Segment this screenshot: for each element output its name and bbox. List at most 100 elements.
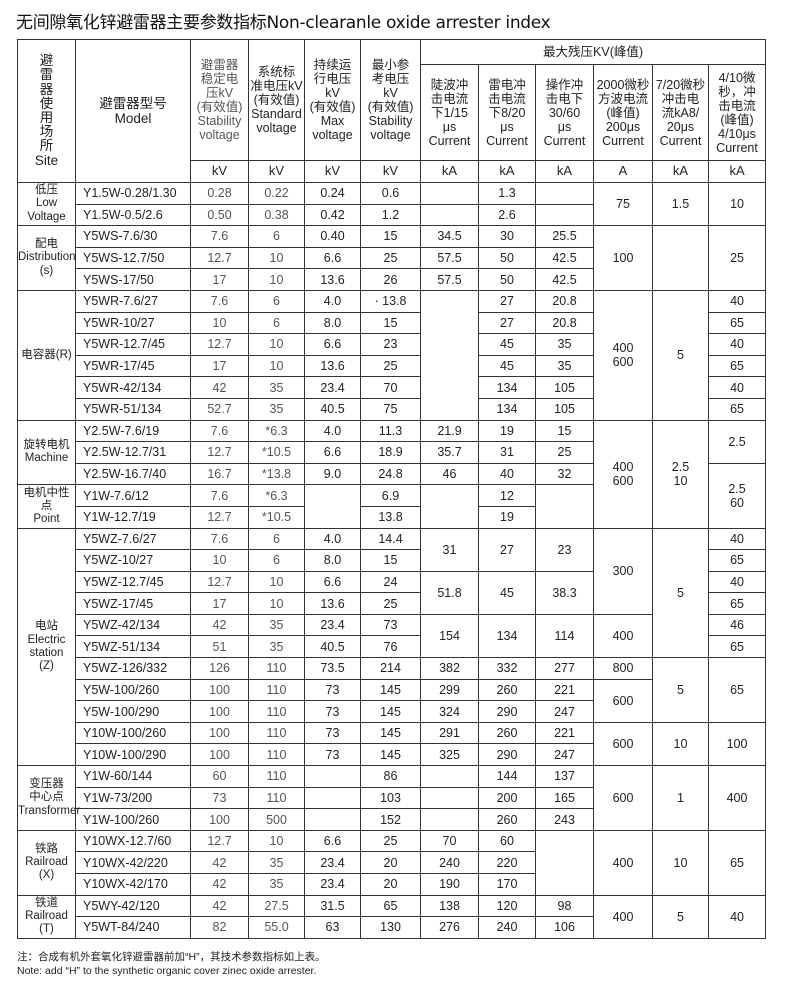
value-cell: 42.5: [535, 246, 594, 270]
value-cell: [420, 484, 479, 529]
value-cell: 60: [190, 765, 249, 788]
value-cell: 17: [190, 268, 249, 291]
value-cell: 220: [478, 851, 536, 874]
value-cell: 106: [535, 916, 594, 939]
value-cell: 2.6: [478, 203, 536, 227]
value-cell: 260: [478, 678, 536, 702]
value-cell: 290: [478, 743, 536, 767]
model-cell: Y1.5W-0.28/1.30: [75, 182, 191, 205]
value-cell: 1.3: [478, 182, 536, 205]
value-cell: 103: [360, 786, 421, 810]
value-cell: 382: [420, 657, 479, 680]
value-cell: 12: [478, 484, 536, 507]
model-cell: Y10W-100/290: [75, 743, 191, 767]
value-cell: 13.8: [360, 505, 421, 529]
value-cell: 10: [190, 311, 249, 335]
value-cell: 110: [248, 721, 305, 745]
value-cell: 134: [478, 613, 536, 659]
value-cell: 23: [535, 527, 594, 572]
value-cell: 10: [652, 721, 709, 767]
value-cell: 110: [248, 786, 305, 810]
value-cell: 26: [360, 268, 421, 291]
value-cell: 0.42: [304, 203, 361, 227]
value-cell: 13.6: [304, 592, 361, 615]
table-row: Y1.5W-0.5/2.6 0.50 0.38 0.42 1.2 2.6: [18, 203, 766, 227]
value-cell: 76: [360, 635, 421, 659]
value-cell: 0.24: [304, 182, 361, 205]
model-cell: Y1W-100/260: [75, 808, 191, 831]
value-cell: 42: [190, 376, 249, 399]
value-cell: 10: [248, 592, 305, 615]
value-cell: 2.5 60: [707, 462, 767, 529]
page-title: 无间隙氧化锌避雷器主要参数指标Non-clearanle oxide arres…: [16, 13, 551, 33]
value-cell: 40.5: [304, 635, 361, 659]
value-cell: [304, 786, 361, 810]
header-min-reference-voltage: 最小参 考电压 kV (有效值) Stability voltage: [360, 39, 421, 161]
value-cell: 6.6: [304, 441, 361, 464]
site-cell: 配电 Distribution (s): [17, 225, 76, 291]
value-cell: 12.7: [190, 505, 249, 529]
value-cell: 75: [360, 397, 421, 421]
value-cell: · 13.8: [360, 289, 421, 313]
model-cell: Y1W-12.7/19: [75, 505, 191, 529]
value-cell: 17: [190, 354, 249, 378]
value-cell: 300: [593, 527, 653, 615]
value-cell: 6: [248, 527, 305, 551]
model-cell: Y10WX-12.7/60: [75, 829, 191, 853]
table-row: Y10W-100/260 100 110 73 145 291 260 221 600 10 100: [18, 721, 767, 767]
value-cell: 221: [535, 721, 594, 745]
value-cell: 126: [190, 657, 249, 680]
value-cell: 24: [360, 570, 421, 594]
model-cell: Y5WS-12.7/50: [75, 246, 191, 270]
value-cell: 45: [478, 570, 536, 615]
value-cell: 42: [190, 873, 249, 896]
value-cell: 10: [248, 333, 305, 356]
model-cell: Y5WR-42/134: [75, 376, 191, 399]
value-cell: 105: [535, 397, 594, 421]
value-cell: 277: [535, 657, 594, 680]
value-cell: 2.5: [707, 419, 767, 464]
value-cell: 12.7: [190, 570, 249, 594]
value-cell: 240: [478, 916, 536, 939]
value-cell: 20: [360, 873, 421, 896]
unit-cell: kA: [535, 160, 594, 183]
value-cell: 15: [360, 225, 421, 248]
value-cell: 7.6: [190, 289, 249, 313]
value-cell: 46: [420, 462, 479, 486]
model-cell: Y5WR-7.6/27: [75, 289, 191, 313]
value-cell: 40: [707, 527, 767, 551]
value-cell: 73: [304, 721, 361, 745]
model-cell: Y5WZ-51/134: [75, 635, 191, 659]
model-cell: Y1.5W-0.5/2.6: [75, 203, 191, 227]
value-cell: 42: [190, 613, 249, 637]
value-cell: 12.7: [190, 246, 249, 270]
value-cell: 65: [707, 549, 767, 572]
value-cell: 20: [360, 851, 421, 874]
value-cell: 600: [593, 765, 653, 831]
value-cell: 1.5: [652, 181, 709, 227]
value-cell: 120: [478, 894, 536, 918]
value-cell: 25: [360, 246, 421, 270]
value-cell: 134: [478, 397, 536, 421]
value-cell: 200: [478, 786, 536, 810]
value-cell: 73: [190, 786, 249, 810]
value-cell: 20.8: [535, 311, 594, 335]
value-cell: 32: [535, 462, 594, 486]
model-cell: Y2.5W-16.7/40: [75, 462, 191, 486]
table-row: 变压器 中心点 Transformer Y1W-60/144 60 110 86 144 1…: [17, 765, 767, 831]
value-cell: [304, 808, 361, 831]
arrester-parameter-table: 避 雷 器 使 用 场 所 Site 避雷器型号 Model 避雷器 稳定电 压…: [17, 39, 767, 939]
value-cell: 291: [420, 721, 479, 745]
value-cell: 40: [707, 570, 767, 594]
value-cell: 65: [707, 397, 767, 421]
value-cell: 34.5: [420, 225, 479, 248]
header-steep-wave-current: 陡波冲 击电流 下1/15 μs Current: [420, 64, 479, 161]
value-cell: 114: [535, 613, 594, 659]
value-cell: 73.5: [304, 657, 361, 680]
value-cell: 165: [535, 786, 594, 810]
value-cell: 276: [420, 916, 479, 939]
table-row: Y5WZ-10/27 10 6 8.0 15 65: [18, 549, 767, 572]
value-cell: [535, 182, 594, 205]
value-cell: [304, 484, 361, 529]
unit-cell: kA: [707, 160, 767, 183]
